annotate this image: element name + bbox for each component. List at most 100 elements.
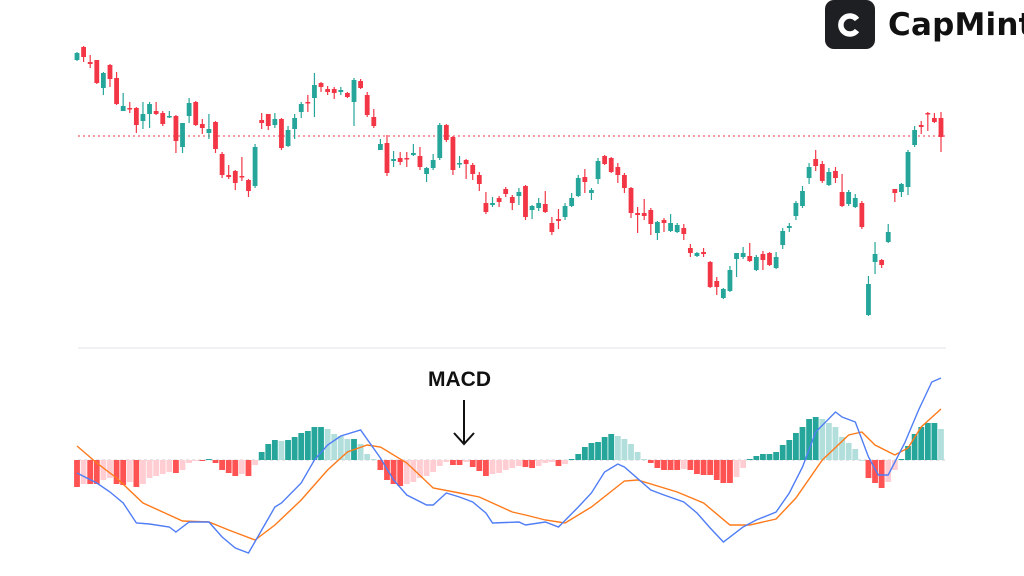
candle <box>351 78 357 126</box>
candle <box>793 201 799 220</box>
histogram-bar <box>291 437 298 460</box>
candle <box>120 93 126 111</box>
histogram-bar <box>891 460 898 470</box>
candle-body <box>114 78 119 104</box>
candle-body <box>391 159 396 161</box>
histogram-bar <box>825 423 832 460</box>
histogram-bar <box>858 460 865 461</box>
candle-body <box>213 122 218 149</box>
candle-body <box>272 119 278 125</box>
histogram-bar <box>199 460 206 461</box>
candle-body <box>279 119 284 148</box>
histogram-bar <box>502 460 509 470</box>
candle-body <box>654 222 660 233</box>
histogram-bar <box>93 460 100 484</box>
candle <box>780 228 786 249</box>
histogram-bar <box>120 460 127 485</box>
candle-body <box>147 104 152 114</box>
histogram-bar <box>206 459 212 460</box>
macd-line <box>76 377 942 554</box>
candle-body <box>87 62 93 64</box>
candle <box>542 191 548 213</box>
histogram-bar <box>581 447 588 460</box>
candle <box>925 112 931 131</box>
histogram-bar <box>621 439 628 460</box>
candle <box>833 167 838 183</box>
histogram-bar <box>575 454 582 460</box>
candle-body <box>687 248 693 253</box>
candle-body <box>364 95 370 115</box>
candle <box>918 121 924 134</box>
candle <box>490 197 495 207</box>
signal-line <box>76 408 942 541</box>
candle <box>424 167 429 182</box>
candle-body <box>760 254 766 260</box>
candle-body <box>800 191 805 206</box>
candle-body <box>470 165 476 174</box>
candle-body <box>938 118 944 137</box>
histogram-bar <box>773 452 780 460</box>
candle <box>292 114 298 139</box>
histogram-bar <box>430 460 437 472</box>
histogram-bar <box>707 460 714 475</box>
candle <box>509 195 515 210</box>
histogram-bar <box>107 460 113 478</box>
candle-body <box>648 210 654 224</box>
candle-body <box>932 118 937 122</box>
histogram-bar <box>680 460 687 469</box>
candle-body <box>193 102 199 125</box>
histogram-bar <box>423 460 430 476</box>
candle <box>81 46 86 62</box>
histogram-bar <box>483 460 489 476</box>
candle <box>523 185 528 220</box>
candle <box>503 187 509 197</box>
candle <box>661 218 667 232</box>
candle <box>727 266 733 292</box>
candle-body <box>872 254 878 262</box>
histogram-bar <box>667 460 674 470</box>
histogram-bar <box>364 454 371 460</box>
candle <box>819 161 825 183</box>
histogram-bar <box>608 434 615 460</box>
candle-body <box>100 73 106 88</box>
candle <box>720 288 726 299</box>
candle <box>114 72 119 105</box>
candle-body <box>720 289 726 298</box>
histogram-bar <box>614 436 621 460</box>
candle <box>265 114 271 130</box>
candle <box>331 87 337 99</box>
histogram-bar <box>733 460 740 477</box>
histogram-bar <box>370 459 377 460</box>
candle <box>694 252 700 257</box>
candle-body <box>232 171 238 183</box>
histogram-bar <box>924 423 931 460</box>
histogram-bar <box>410 460 417 482</box>
histogram-bar <box>192 460 199 461</box>
histogram-bar <box>344 439 351 460</box>
candle <box>516 188 522 205</box>
macd-annotation-label: MACD <box>428 368 491 391</box>
candle-body <box>661 220 667 223</box>
candle <box>74 52 80 61</box>
candle-body <box>490 203 495 205</box>
candle <box>852 194 858 208</box>
candle <box>905 150 911 195</box>
histogram-bar <box>245 460 252 476</box>
candle <box>707 261 713 288</box>
histogram-bar <box>529 460 535 468</box>
candle-body <box>635 213 641 215</box>
candle-body <box>312 85 317 98</box>
candle <box>358 79 364 89</box>
histogram-bar <box>166 460 173 472</box>
histogram-bar <box>278 441 285 460</box>
histogram-bar <box>779 445 786 460</box>
histogram-bar <box>931 423 938 460</box>
logo-icon <box>825 0 875 49</box>
histogram-bar <box>232 460 239 476</box>
histogram-bar <box>285 440 291 460</box>
candle <box>529 205 535 219</box>
histogram-bar <box>522 460 529 467</box>
candle <box>932 113 937 123</box>
candle <box>219 152 225 178</box>
histogram-bar <box>238 460 245 474</box>
